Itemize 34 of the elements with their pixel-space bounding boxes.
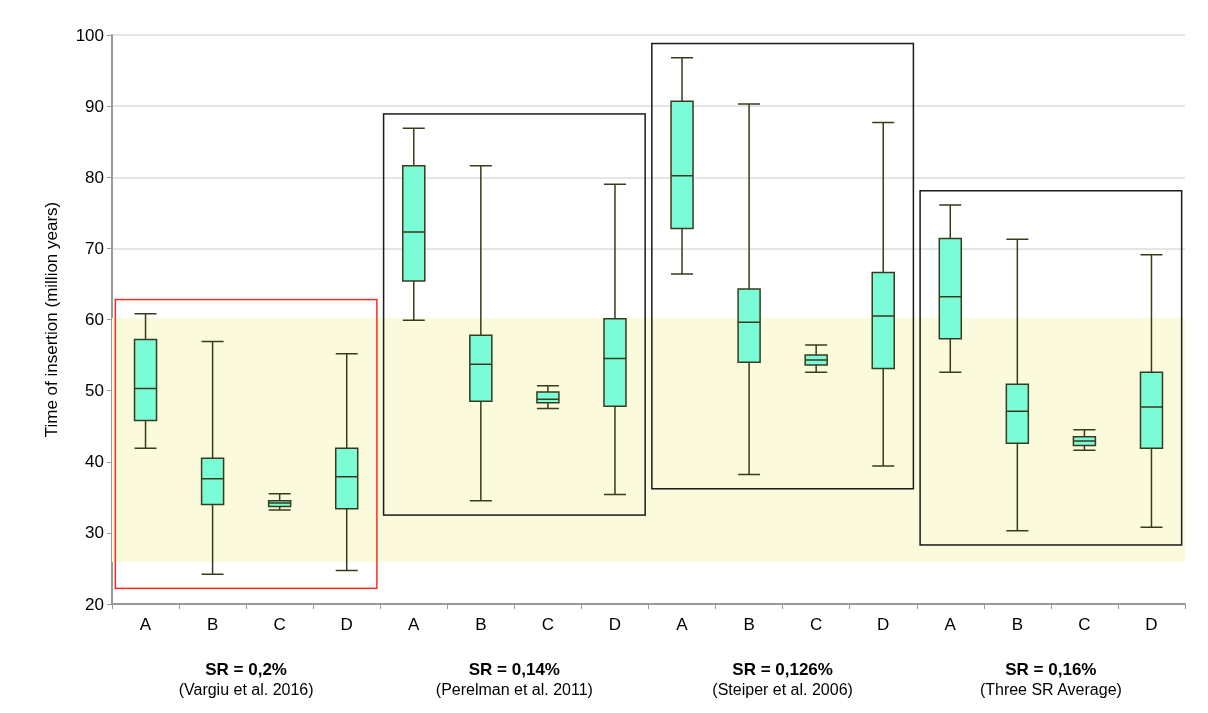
text: (Three SR Average) (979, 681, 1122, 699)
x-tick-label: A (139, 615, 152, 634)
x-tick-label: D (608, 615, 622, 634)
text: (Vargiu et al. 2016) (178, 681, 314, 699)
x-tick-label: D (340, 615, 353, 634)
x-tick-label: C (541, 615, 555, 634)
y-tick-label: 90 (85, 96, 104, 116)
y-tick-label: 50 (85, 381, 104, 401)
text: SR = 0,14% (468, 660, 560, 680)
x-tick-label: C (273, 615, 286, 634)
x-tick-label: D (877, 615, 890, 634)
text: (Steiper et al. 2006) (712, 681, 853, 699)
x-tick-label: D (1145, 615, 1158, 634)
x-tick-label: A (944, 615, 957, 634)
y-tick-label: 40 (85, 452, 104, 472)
x-tick-label: A (676, 615, 689, 634)
y-tick-label: 80 (85, 167, 104, 187)
x-tick-label: C (810, 615, 823, 634)
x-tick-label: A (408, 615, 421, 634)
text: SR = 0,16% (1005, 660, 1097, 680)
y-tick-label: 70 (85, 238, 104, 258)
text: (Perelman et al. 2011) (435, 681, 593, 699)
y-tick-label: 30 (85, 523, 104, 543)
text: SR = 0,2% (205, 660, 287, 680)
y-tick-label: 60 (85, 310, 104, 329)
x-tick-label: B (743, 615, 755, 634)
x-tick-label: C (1078, 615, 1091, 634)
y-axis-title: Time of insertion (million years) (42, 201, 61, 438)
x-tick-label: B (206, 615, 219, 634)
y-tick-label: 20 (85, 594, 104, 614)
text: SR = 0,126% (732, 660, 833, 680)
x-tick-label: B (475, 615, 487, 634)
y-tick-label: 100 (75, 25, 104, 45)
x-tick-label: B (1011, 615, 1024, 634)
